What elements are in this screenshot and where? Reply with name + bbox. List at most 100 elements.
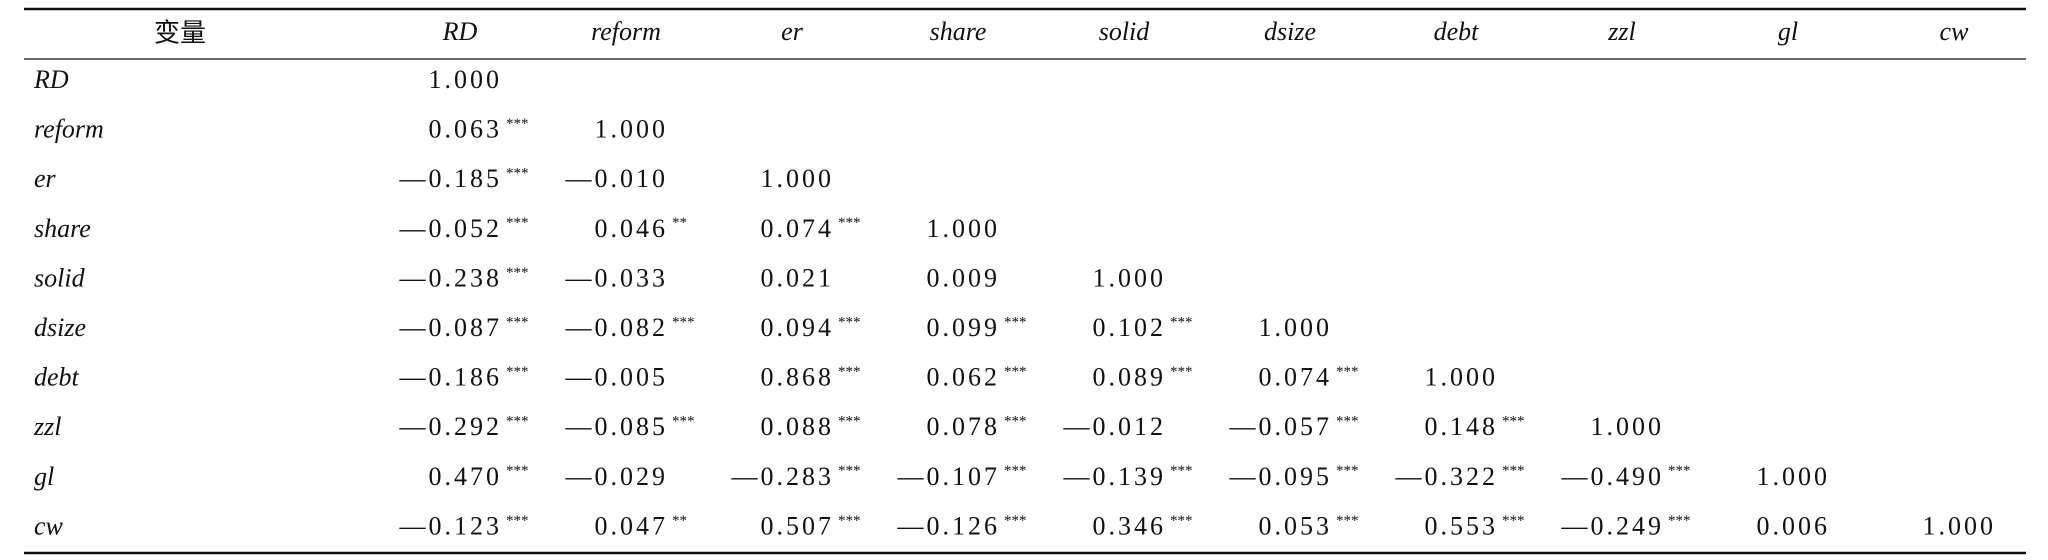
significance: *** [672,314,695,330]
row-label: gl [34,462,54,491]
cell-value: 0.099 [927,313,1001,342]
row-label: dsize [34,313,86,342]
cell-value: —0.029 [565,462,669,491]
significance: *** [838,513,861,529]
cell-value: 0.074 [1259,363,1333,392]
header-cell: share [930,17,987,46]
significance: ** [672,215,687,231]
significance: *** [1170,513,1193,529]
header-cell: reform [591,17,661,46]
cell-value: —0.126 [897,511,1001,540]
cell-value: 1.000 [1425,363,1499,392]
header-cell: 变量 [154,19,206,49]
row-label: RD [33,65,69,94]
significance: *** [1004,513,1027,529]
cell-value: —0.012 [1063,412,1167,441]
cell-value: —0.082 [565,313,669,342]
cell-value: 0.006 [1757,511,1831,540]
cell-value: 0.148 [1425,412,1499,441]
significance: *** [506,513,529,529]
cell-value: 1.000 [595,115,669,144]
header-cell: solid [1099,17,1151,46]
significance: *** [506,364,529,380]
cell-value: —0.249 [1561,511,1665,540]
significance: *** [838,364,861,380]
significance: *** [506,116,529,132]
header-cell: debt [1434,17,1480,46]
significance: *** [1502,414,1525,430]
significance: *** [1336,513,1359,529]
cell-value: 0.053 [1259,511,1333,540]
cell-value: 0.507 [761,511,835,540]
significance: *** [1336,414,1359,430]
cell-value: 1.000 [429,65,503,94]
significance: *** [1502,513,1525,529]
cell-value: 1.000 [927,214,1001,243]
significance: *** [1502,463,1525,479]
significance: *** [506,414,529,430]
significance: *** [838,314,861,330]
row-label: solid [34,263,86,292]
cell-value: 1.000 [761,164,835,193]
significance: *** [838,414,861,430]
cell-value: 0.102 [1093,313,1167,342]
header-cell: RD [442,17,478,46]
significance: *** [838,215,861,231]
row-label: zzl [33,412,61,441]
cell-value: 1.000 [1591,412,1665,441]
row-label: cw [34,511,64,540]
cell-value: —0.490 [1561,462,1665,491]
cell-value: 0.062 [927,363,1001,392]
cell-value: 1.000 [1757,462,1831,491]
cell-value: 0.094 [761,313,835,342]
cell-value: —0.033 [565,263,669,292]
significance: *** [506,166,529,182]
row-label: share [34,214,91,243]
cell-value: —0.010 [565,164,669,193]
cell-value: —0.185 [399,164,503,193]
cell-value: —0.005 [565,363,669,392]
cell-value: —0.123 [399,511,503,540]
significance: *** [1668,463,1691,479]
cell-value: 0.047 [595,511,669,540]
cell-value: 0.089 [1093,363,1167,392]
cell-value: 0.346 [1093,511,1167,540]
header-cell: gl [1778,17,1798,46]
significance: *** [1336,364,1359,380]
cell-value: 0.868 [761,363,835,392]
significance: *** [1668,513,1691,529]
significance: *** [1004,463,1027,479]
significance: *** [1170,364,1193,380]
header-cell: cw [1940,17,1970,46]
header-cell: er [781,17,804,46]
significance: *** [1004,364,1027,380]
row-label: debt [34,363,80,392]
cell-value: —0.322 [1395,462,1499,491]
cell-value: 1.000 [1923,511,1997,540]
cell-value: 1.000 [1093,263,1167,292]
significance: *** [1170,463,1193,479]
cell-value: 0.021 [761,263,835,292]
cell-value: —0.186 [399,363,503,392]
cell-value: 0.009 [927,263,1001,292]
cell-value: 0.078 [927,412,1001,441]
cell-value: 0.046 [595,214,669,243]
cell-value: —0.107 [897,462,1001,491]
significance: *** [506,463,529,479]
cell-value: 0.074 [761,214,835,243]
significance: *** [672,414,695,430]
significance: ** [672,513,687,529]
cell-value: —0.238 [399,263,503,292]
cell-value: —0.139 [1063,462,1167,491]
cell-value: —0.283 [731,462,835,491]
significance: *** [1004,414,1027,430]
header-cell: dsize [1264,17,1316,46]
cell-value: 0.063 [429,115,503,144]
row-label: reform [34,115,104,144]
cell-value: 0.470 [429,462,503,491]
row-label: er [34,164,57,193]
significance: *** [506,314,529,330]
cell-value: 0.553 [1425,511,1499,540]
significance: *** [1170,314,1193,330]
